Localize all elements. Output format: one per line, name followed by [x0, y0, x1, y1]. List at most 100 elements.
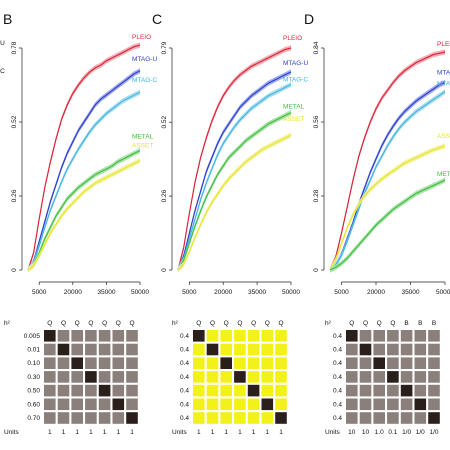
series-line-metal — [329, 179, 446, 271]
grid-cell — [414, 357, 427, 369]
grid-column-letter: B — [404, 320, 408, 327]
grid-unit-value: 1 — [265, 429, 269, 436]
grid-cell — [387, 371, 399, 383]
grid-cell — [261, 343, 274, 356]
x-tick-label: 35000 — [248, 289, 266, 296]
grid-cell — [275, 330, 287, 342]
grid-cell — [98, 384, 111, 397]
grid-cell — [414, 371, 427, 383]
y-tick-label: 0 — [161, 268, 168, 272]
grid-column-letter: Q — [390, 320, 395, 327]
grid-cell — [44, 357, 56, 369]
grid-cell — [193, 398, 205, 411]
grid-column-letter: Q — [102, 320, 107, 327]
grid-row-label: 0.4 — [180, 374, 189, 381]
grid-cell — [234, 357, 246, 369]
grid-column-letter: Q — [363, 320, 368, 327]
grid-cell — [112, 371, 125, 383]
y-tick-label: 0.56 — [313, 115, 320, 128]
grid-column-letter: Q — [196, 320, 201, 327]
grid-units-label: Units — [172, 429, 188, 436]
grid-cell — [85, 343, 97, 356]
grid-cell — [98, 371, 111, 383]
grid-unit-value: 1 — [211, 429, 215, 436]
grid-row-label: 0.30 — [27, 374, 40, 381]
y-tick-label: 0.84 — [313, 41, 320, 54]
grid-row-label: 0.60 — [27, 401, 40, 408]
grid-cell — [414, 398, 427, 411]
grid-cell — [275, 357, 287, 369]
grid-cell — [98, 357, 111, 369]
grid-cell — [206, 398, 219, 411]
panel-b-design-grid: h² Q Q Q Q Q Q Q 0.005 0.01 0.10 0.30 0.50 0.60 0.70 Un… — [4, 320, 138, 436]
grid-cell — [71, 371, 83, 383]
series-label-mtagc: MTAG-C — [283, 77, 308, 84]
grid-cell — [346, 412, 358, 424]
series-band-mtagc — [178, 81, 291, 273]
grid-row-label: 0.4 — [333, 374, 342, 381]
grid-cell — [234, 371, 246, 383]
grid-cell — [71, 412, 83, 424]
grid-cell — [428, 343, 440, 356]
grid-cell — [57, 371, 70, 383]
series-line-metal — [177, 112, 292, 271]
grid-cell — [234, 384, 246, 397]
grid-cell — [57, 398, 70, 411]
grid-cell — [400, 384, 413, 397]
grid-cell — [71, 330, 83, 342]
grid-cell — [206, 384, 219, 397]
grid-cell — [428, 371, 440, 383]
grid-unit-value: 1 — [116, 429, 120, 436]
series-label-mtagu: MTAG-U — [132, 56, 157, 63]
grid-cell — [428, 384, 440, 397]
grid-cell — [193, 357, 205, 369]
grid-cell — [98, 412, 111, 424]
y-tick-label: 0.52 — [161, 115, 168, 128]
grid-cell — [220, 384, 232, 397]
grid-cell — [346, 384, 358, 397]
grid-row-label: 0.4 — [333, 415, 342, 422]
panel-b-letter: B — [3, 11, 12, 27]
grid-row-label: 0.4 — [180, 347, 189, 354]
series-band-mtagc — [330, 89, 445, 273]
grid-cell — [112, 330, 125, 342]
grid-cell — [275, 371, 287, 383]
grid-row-label: 0.005 — [24, 333, 41, 340]
panel-c: C 0 0.26 0.52 0.79 5000 20000 35000 50000 PLEIO M… — [152, 11, 308, 436]
grid-unit-value: 10 — [362, 429, 370, 436]
series-band-asset — [28, 157, 140, 273]
series-label-asset: ASSET — [132, 142, 153, 149]
grid-cell — [112, 357, 125, 369]
series-label-metal: MET — [437, 171, 450, 178]
grid-cell — [400, 398, 413, 411]
series-label-asset: ASSET — [283, 116, 304, 123]
grid-cell — [346, 371, 358, 383]
grid-cell — [261, 371, 274, 383]
grid-cell — [428, 357, 440, 369]
grid-cell — [206, 412, 219, 424]
y-tick-label: 0.26 — [11, 189, 18, 202]
grid-unit-value: 1 — [48, 429, 52, 436]
grid-cell — [359, 357, 372, 369]
grid-unit-value: 1 — [238, 429, 242, 436]
grid-cell — [247, 384, 260, 397]
grid-cell — [387, 412, 399, 424]
grid-cell — [220, 371, 232, 383]
series-line-pleio — [177, 47, 292, 271]
grid-column-letter: Q — [237, 320, 242, 327]
x-tick-label: 20000 — [64, 289, 82, 296]
grid-column-letter: Q — [265, 320, 270, 327]
grid-row-label: 0.4 — [180, 333, 189, 340]
y-tick-label: 0 — [11, 268, 18, 272]
grid-cell — [126, 371, 138, 383]
grid-cell — [400, 343, 413, 356]
panel-b-plot: 0 0.26 0.52 0.78 5000 20000 35000 50000 PLEIO MTA… — [11, 34, 157, 296]
grid-cell — [126, 398, 138, 411]
grid-header-label: h² — [325, 320, 332, 327]
x-tick-label: 50000 — [436, 289, 450, 296]
panel-d: D 0 0.28 0.56 0.84 5000 20000 35000 50000 PLEIO M… — [304, 11, 450, 436]
panel-b-cut-label-1: -U — [0, 40, 5, 47]
grid-column-letter: Q — [377, 320, 382, 327]
grid-row-label: 0.4 — [180, 360, 189, 367]
grid-cell — [373, 371, 385, 383]
